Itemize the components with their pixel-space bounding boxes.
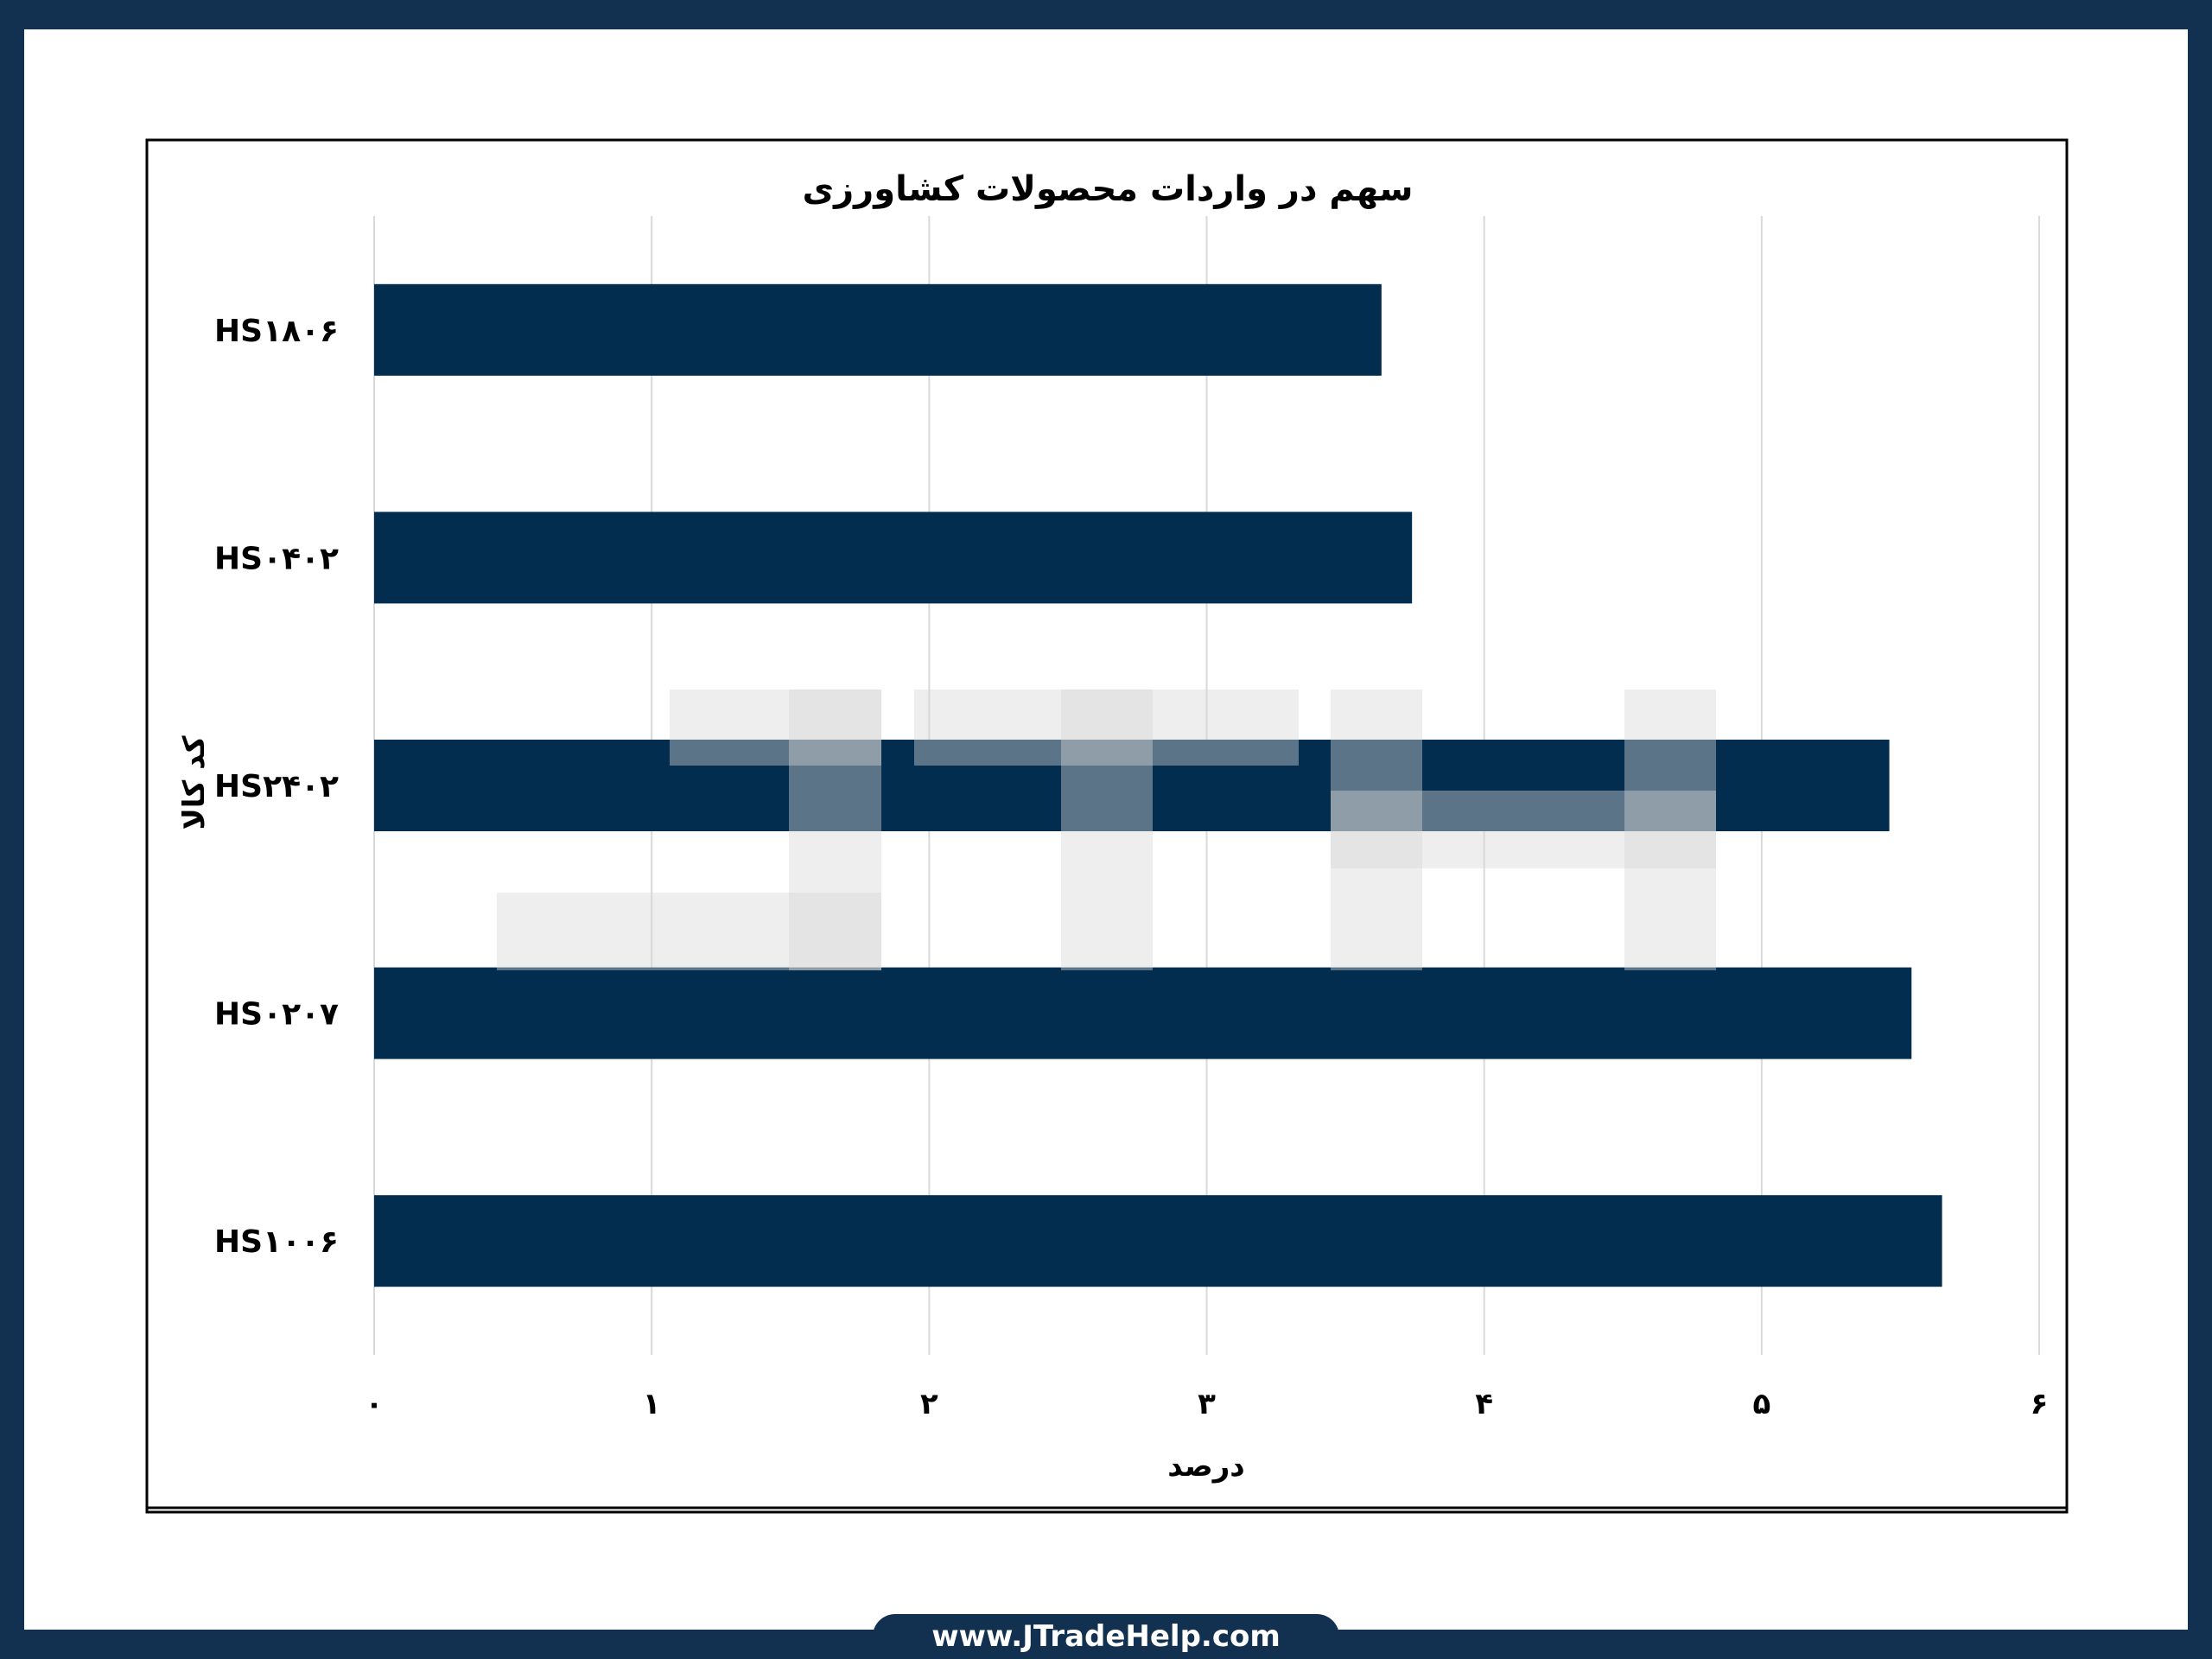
x-tick-label: ۴ <box>1475 1387 1493 1421</box>
y-tick-label: HS۲۴۰۲ <box>214 769 339 804</box>
x-tick-label: ۵ <box>1752 1387 1770 1421</box>
y-tick-label: HS۰۴۰۲ <box>214 541 339 576</box>
bar <box>374 512 1413 604</box>
bar <box>374 1195 1942 1287</box>
x-tick-labels: ۰ ۱ ۲ ۳ ۴ ۵ ۶ <box>365 1387 2049 1421</box>
y-tick-labels: HS۱۸۰۶ HS۰۴۰۲ HS۲۴۰۲ HS۰۲۰۷ HS۱۰۰۶ <box>214 314 339 1260</box>
x-tick-label: ۳ <box>1198 1387 1216 1421</box>
website-url-footer[interactable]: www.JTradeHelp.com <box>873 1614 1339 1659</box>
bars-layer <box>374 283 1942 1287</box>
x-tick-label: ۱ <box>643 1387 661 1421</box>
y-axis-label: کد کالا <box>177 735 212 830</box>
y-tick-label: HS۰۲۰۷ <box>214 997 339 1033</box>
bar <box>374 283 1382 376</box>
bar <box>374 967 1912 1059</box>
watermark-logo <box>497 690 1716 970</box>
x-tick-label: ۰ <box>365 1387 384 1421</box>
x-tick-label: ۲ <box>920 1387 938 1421</box>
y-tick-label: HS۱۰۰۶ <box>214 1224 339 1260</box>
y-tick-label: HS۱۸۰۶ <box>214 314 339 349</box>
chart-area-border <box>145 138 2069 1514</box>
bar <box>374 740 1890 831</box>
x-axis-label: درصد <box>1167 1449 1245 1484</box>
chart-title: سهم در واردات محصولات کشاورزی <box>802 169 1413 209</box>
x-tick-label: ۶ <box>2031 1387 2049 1421</box>
